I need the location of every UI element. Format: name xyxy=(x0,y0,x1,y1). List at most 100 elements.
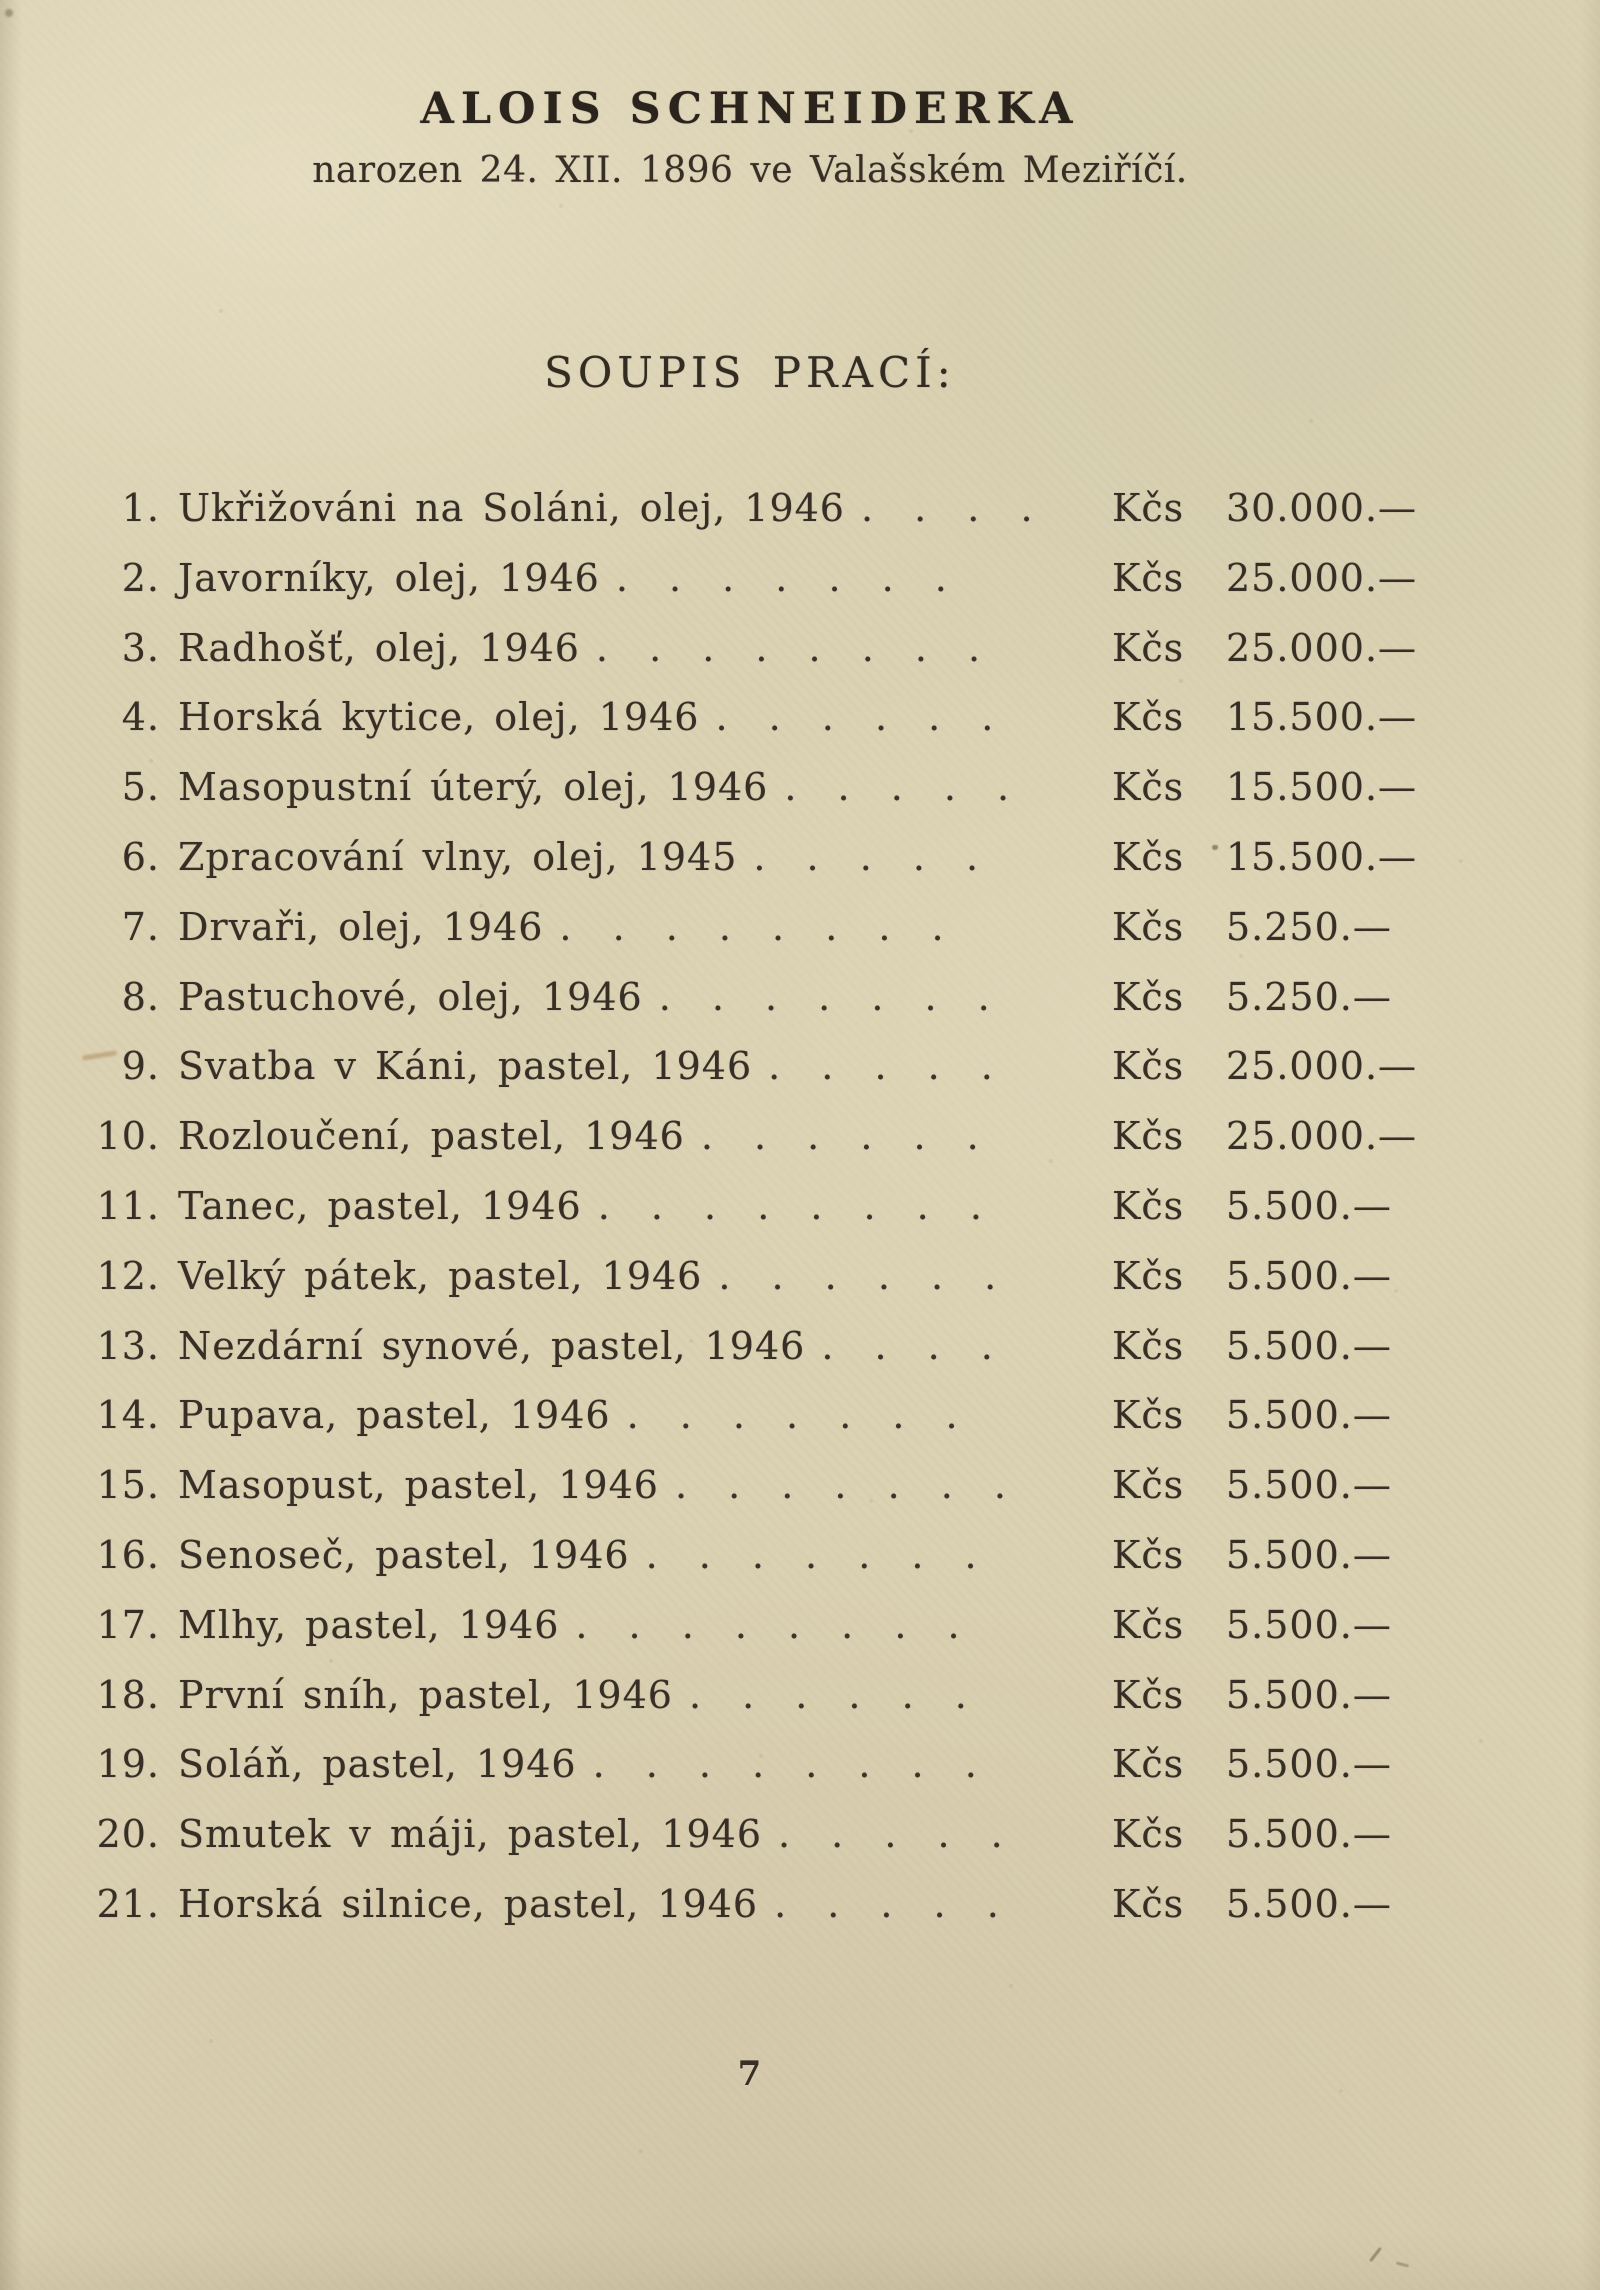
work-number: 9. xyxy=(121,1044,160,1089)
work-price: 5.500.— xyxy=(1226,1532,1392,1577)
leader-dots: . . . . xyxy=(821,1323,994,1368)
birth-line: narozen 24. XII. 1896 ve Valašském Meziř… xyxy=(312,150,1188,191)
leader-dots: . . . . . xyxy=(774,1881,1000,1926)
work-price: 25.000.— xyxy=(1226,1114,1418,1159)
leader-dots: . . . . . . xyxy=(688,1672,968,1717)
work-price: 5.500.— xyxy=(1226,1672,1392,1717)
work-title: Pupava, pastel, 1946 xyxy=(178,1393,611,1438)
work-price: 5.500.— xyxy=(1226,1881,1392,1926)
currency-label: Kčs xyxy=(1112,1881,1185,1926)
work-title: Svatba v Káni, pastel, 1946 xyxy=(178,1044,753,1089)
currency-label: Kčs xyxy=(1112,1463,1185,1508)
work-number: 17. xyxy=(96,1602,160,1647)
work-row: 6. Zpracování vlny, olej, 1945. . . . . … xyxy=(0,835,1600,905)
work-price: 15.500.— xyxy=(1226,765,1418,810)
work-title: Smutek v máji, pastel, 1946 xyxy=(178,1812,762,1857)
leader-dots: . . . . . . xyxy=(718,1253,998,1298)
work-price: 5.500.— xyxy=(1226,1742,1392,1787)
work-number: 18. xyxy=(96,1672,160,1717)
currency-label: Kčs xyxy=(1112,1602,1185,1647)
currency-label: Kčs xyxy=(1112,1253,1185,1298)
work-row: 10. Rozloučení, pastel, 1946. . . . . . … xyxy=(0,1114,1600,1184)
leader-dots: . . . . . xyxy=(778,1812,1004,1857)
currency-label: Kčs xyxy=(1112,1114,1185,1159)
currency-label: Kčs xyxy=(1112,1183,1185,1228)
leader-dots: . . . . . . . xyxy=(626,1393,959,1438)
leader-dots: . . . . . xyxy=(784,765,1011,810)
paper-speck xyxy=(1395,2261,1410,2268)
paper-speck xyxy=(1369,2246,1382,2263)
work-number: 10. xyxy=(96,1114,160,1159)
currency-label: Kčs xyxy=(1112,1532,1185,1577)
work-number: 15. xyxy=(96,1463,160,1508)
work-title: Masopust, pastel, 1946 xyxy=(178,1463,659,1508)
work-price: 5.500.— xyxy=(1226,1602,1392,1647)
work-title: Senoseč, pastel, 1946 xyxy=(178,1532,630,1577)
leader-dots: . . . . . . . . xyxy=(595,625,982,670)
currency-label: Kčs xyxy=(1112,625,1185,670)
work-price: 5.250.— xyxy=(1226,904,1392,949)
currency-label: Kčs xyxy=(1112,1323,1185,1368)
leader-dots: . . . . . . . . xyxy=(592,1742,978,1787)
work-row: 3. Radhošť, olej, 1946 . . . . . . . . Kč… xyxy=(0,626,1600,696)
currency-label: Kčs xyxy=(1112,834,1185,879)
leader-dots: . . . . . . . . xyxy=(575,1602,961,1647)
work-title: Mlhy, pastel, 1946 xyxy=(178,1602,560,1647)
work-number: 7. xyxy=(121,904,160,949)
work-row: 21. Horská silnice, pastel, 1946 . . . . … xyxy=(0,1882,1600,1952)
work-number: 21. xyxy=(96,1881,160,1926)
paper-grain xyxy=(0,0,2,2)
work-row: 4. Horská kytice, olej, 1946. . . . . . … xyxy=(0,695,1600,765)
work-price: 5.500.— xyxy=(1226,1253,1392,1298)
leader-dots: . . . . . . . xyxy=(615,555,948,600)
page-title: ALOIS SCHNEIDERKA xyxy=(420,84,1080,134)
work-title: Nezdární synové, pastel, 1946 xyxy=(178,1323,806,1368)
currency-label: Kčs xyxy=(1112,695,1185,740)
work-title: Ukřižováni na Soláni, olej, 1946 xyxy=(178,486,845,530)
work-row: 7. Drvaři, olej, 1946 . . . . . . . . Kčs… xyxy=(0,905,1600,975)
leader-dots: . . . . . xyxy=(768,1044,994,1089)
work-title: Tanec, pastel, 1946 xyxy=(178,1183,582,1228)
work-number: 12. xyxy=(96,1253,160,1298)
currency-label: Kčs xyxy=(1112,555,1185,600)
currency-label: Kčs xyxy=(1112,486,1185,530)
work-number: 6. xyxy=(121,834,160,879)
currency-label: Kčs xyxy=(1112,1044,1185,1089)
work-number: 2. xyxy=(121,555,160,600)
work-title: Zpracování vlny, olej, 1945 xyxy=(178,834,738,879)
work-title: Drvaři, olej, 1946 xyxy=(178,904,544,949)
work-price: 15.500.— xyxy=(1226,695,1418,740)
work-title: Horská silnice, pastel, 1946 xyxy=(178,1881,759,1926)
work-number: 5. xyxy=(121,765,160,810)
ink-speck xyxy=(1212,845,1218,850)
work-number: 3. xyxy=(121,625,160,670)
work-title: Masopustní úterý, olej, 1946 xyxy=(178,765,769,810)
leader-dots: . . . . . . . xyxy=(645,1532,978,1577)
currency-label: Kčs xyxy=(1112,1812,1185,1857)
work-price: 25.000.— xyxy=(1226,555,1418,600)
works-list: 1. Ukřižováni na Soláni, olej, 1946 . . .… xyxy=(0,486,1600,1952)
work-title: Horská kytice, olej, 1946 xyxy=(178,695,700,740)
work-title: Radhošť, olej, 1946 xyxy=(178,625,580,670)
currency-label: Kčs xyxy=(1112,1672,1185,1717)
work-price: 25.000.— xyxy=(1226,1044,1418,1089)
work-price: 5.500.— xyxy=(1226,1183,1392,1228)
work-price: 5.500.— xyxy=(1226,1812,1392,1857)
work-row: 14. Pupava, pastel, 1946 . . . . . . . Kč… xyxy=(0,1393,1600,1463)
work-row: 20. Smutek v máji, pastel, 1946 . . . . .… xyxy=(0,1812,1600,1882)
work-title: První sníh, pastel, 1946 xyxy=(178,1672,673,1717)
currency-label: Kčs xyxy=(1112,904,1185,949)
work-row: 18. První sníh, pastel, 1946. . . . . . … xyxy=(0,1673,1600,1743)
work-row: 17. Mlhy, pastel, 1946 . . . . . . . . Kč… xyxy=(0,1603,1600,1673)
work-price: 25.000.— xyxy=(1226,625,1418,670)
work-number: 11. xyxy=(96,1183,160,1228)
currency-label: Kčs xyxy=(1112,1393,1185,1438)
leader-dots: . . . . . . xyxy=(700,1114,980,1159)
work-price: 5.500.— xyxy=(1226,1393,1392,1438)
currency-label: Kčs xyxy=(1112,974,1185,1019)
paper-speck xyxy=(5,9,13,17)
page-number: 7 xyxy=(737,2054,763,2094)
work-title: Rozloučení, pastel, 1946 xyxy=(178,1114,685,1159)
work-row: 13. Nezdární synové, pastel, 1946 . . . .… xyxy=(0,1324,1600,1394)
